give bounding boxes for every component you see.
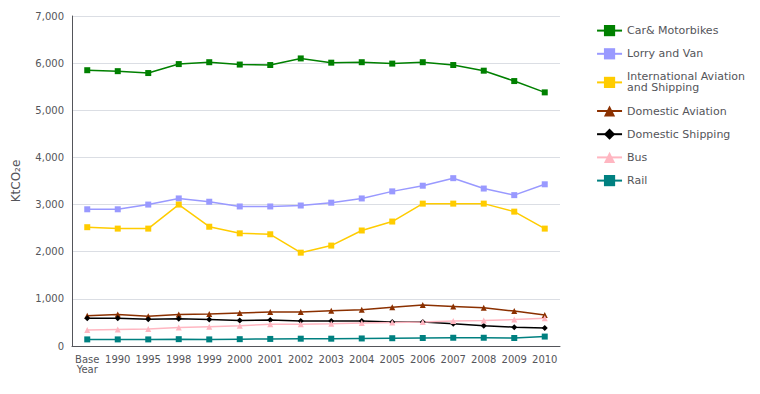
- svg-text:2009: 2009: [502, 354, 527, 365]
- svg-text:2000: 2000: [227, 354, 252, 365]
- svg-text:and Shipping: and Shipping: [627, 81, 699, 94]
- svg-text:Year: Year: [76, 364, 99, 375]
- svg-text:1995: 1995: [136, 354, 161, 365]
- svg-text:Domestic Aviation: Domestic Aviation: [627, 105, 727, 118]
- svg-text:2002: 2002: [288, 354, 313, 365]
- svg-text:2008: 2008: [471, 354, 496, 365]
- svg-text:1999: 1999: [197, 354, 222, 365]
- svg-text:2,000: 2,000: [35, 246, 64, 257]
- svg-text:2010: 2010: [532, 354, 557, 365]
- svg-text:Domestic Shipping: Domestic Shipping: [627, 128, 730, 141]
- svg-text:2005: 2005: [380, 354, 405, 365]
- svg-text:International Aviation: International Aviation: [627, 70, 745, 84]
- svg-text:2006: 2006: [410, 354, 435, 365]
- svg-text:KtCO₂e: KtCO₂e: [9, 160, 23, 203]
- svg-text:1990: 1990: [105, 354, 130, 365]
- svg-text:Base: Base: [75, 353, 100, 365]
- svg-text:5,000: 5,000: [35, 105, 64, 116]
- svg-text:6,000: 6,000: [35, 58, 64, 69]
- svg-text:4,000: 4,000: [35, 152, 64, 163]
- svg-text:Lorry and Van: Lorry and Van: [627, 47, 703, 60]
- svg-text:Rail: Rail: [627, 174, 647, 187]
- svg-text:0: 0: [58, 341, 64, 352]
- svg-text:2001: 2001: [258, 354, 283, 365]
- svg-text:3,000: 3,000: [35, 199, 64, 210]
- svg-text:2003: 2003: [319, 354, 344, 365]
- svg-text:2007: 2007: [441, 354, 466, 365]
- svg-text:7,000: 7,000: [35, 11, 64, 22]
- svg-text:Bus: Bus: [627, 151, 648, 164]
- svg-text:Car& Motorbikes: Car& Motorbikes: [627, 24, 719, 37]
- svg-text:1,000: 1,000: [35, 293, 64, 304]
- svg-text:1998: 1998: [166, 354, 191, 365]
- svg-text:2004: 2004: [349, 354, 374, 365]
